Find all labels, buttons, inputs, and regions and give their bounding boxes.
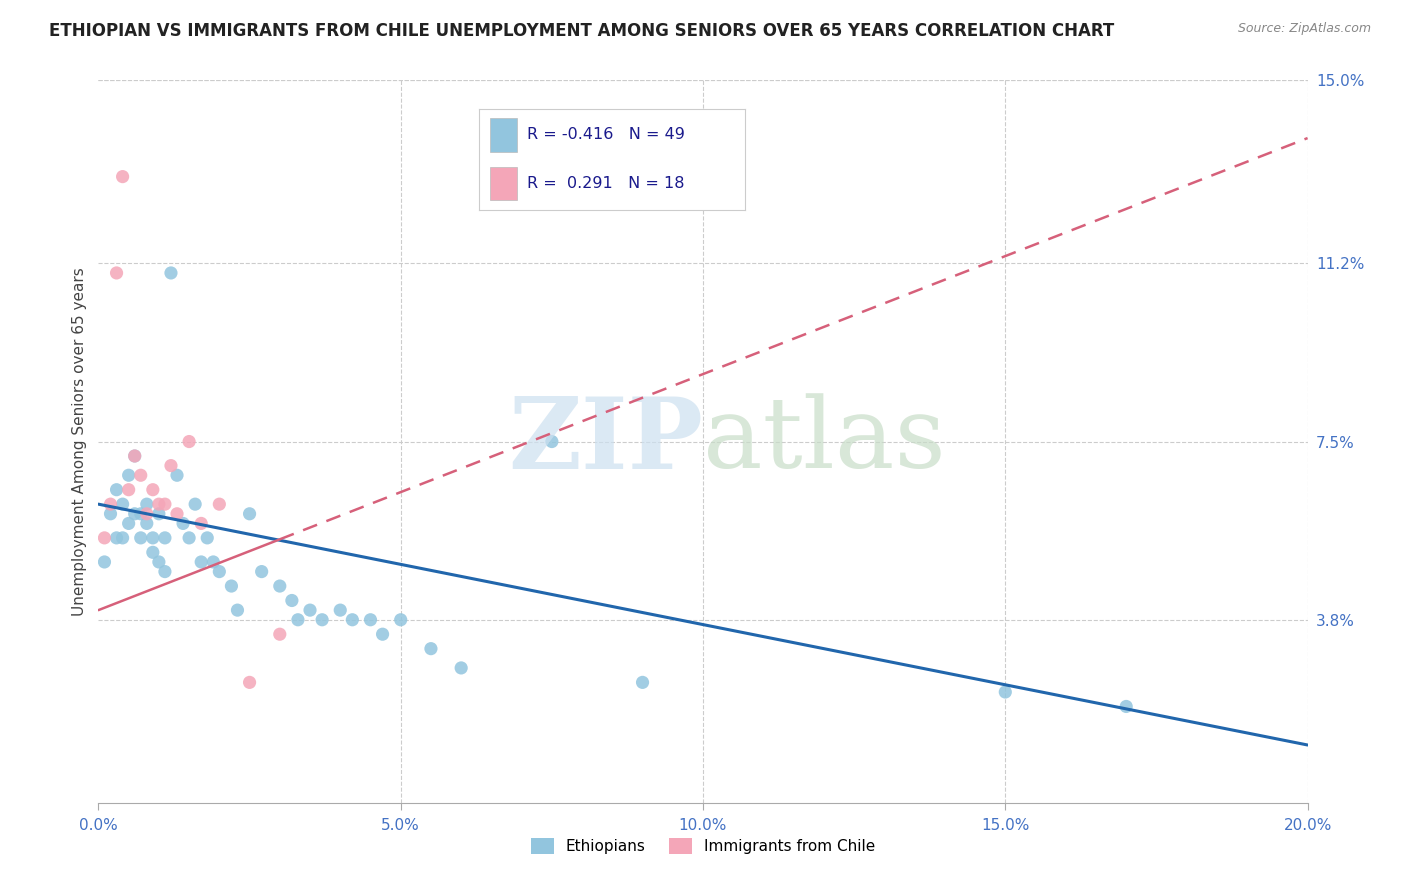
Point: [100, 497, 122, 511]
Point: [269, 627, 291, 641]
Point: [166, 468, 188, 483]
Point: [371, 627, 394, 641]
Point: [208, 565, 231, 579]
Point: [111, 497, 134, 511]
Point: [281, 593, 304, 607]
Point: [124, 449, 146, 463]
Point: [160, 266, 183, 280]
Point: [420, 641, 443, 656]
Point: [195, 531, 218, 545]
Point: [142, 545, 165, 559]
Point: [389, 613, 412, 627]
Point: [111, 531, 134, 545]
Text: ETHIOPIAN VS IMMIGRANTS FROM CHILE UNEMPLOYMENT AMONG SENIORS OVER 65 YEARS CORR: ETHIOPIAN VS IMMIGRANTS FROM CHILE UNEMP…: [49, 22, 1115, 40]
Point: [342, 613, 364, 627]
Point: [135, 507, 157, 521]
Point: [184, 497, 207, 511]
Point: [153, 531, 176, 545]
Point: [287, 613, 309, 627]
Point: [142, 483, 165, 497]
Text: Source: ZipAtlas.com: Source: ZipAtlas.com: [1237, 22, 1371, 36]
Point: [994, 685, 1017, 699]
Point: [129, 507, 152, 521]
Point: [540, 434, 562, 449]
Point: [190, 516, 212, 531]
Point: [179, 531, 201, 545]
Text: ZIP: ZIP: [508, 393, 703, 490]
Point: [100, 507, 122, 521]
Point: [166, 507, 188, 521]
Point: [118, 483, 141, 497]
Point: [450, 661, 472, 675]
Point: [129, 531, 152, 545]
Point: [135, 497, 157, 511]
Point: [360, 613, 382, 627]
Point: [93, 531, 115, 545]
Point: [153, 497, 176, 511]
Point: [105, 266, 128, 280]
Point: [129, 468, 152, 483]
Point: [111, 169, 134, 184]
Point: [208, 497, 231, 511]
Point: [148, 497, 170, 511]
Point: [105, 531, 128, 545]
Point: [148, 507, 170, 521]
Point: [221, 579, 243, 593]
Point: [153, 565, 176, 579]
Point: [148, 555, 170, 569]
Text: atlas: atlas: [703, 393, 946, 490]
Point: [172, 516, 194, 531]
Point: [142, 531, 165, 545]
Point: [118, 468, 141, 483]
Point: [269, 579, 291, 593]
Point: [124, 507, 146, 521]
Point: [299, 603, 322, 617]
Legend: Ethiopians, Immigrants from Chile: Ethiopians, Immigrants from Chile: [524, 832, 882, 860]
Point: [118, 516, 141, 531]
Point: [190, 555, 212, 569]
Point: [329, 603, 352, 617]
Point: [160, 458, 183, 473]
Point: [631, 675, 654, 690]
Point: [239, 507, 262, 521]
Y-axis label: Unemployment Among Seniors over 65 years: Unemployment Among Seniors over 65 years: [72, 268, 87, 615]
Point: [93, 555, 115, 569]
Point: [1115, 699, 1137, 714]
Point: [135, 516, 157, 531]
Point: [179, 434, 201, 449]
Point: [311, 613, 333, 627]
Point: [105, 483, 128, 497]
Point: [202, 555, 225, 569]
Point: [250, 565, 273, 579]
Point: [239, 675, 262, 690]
Point: [226, 603, 249, 617]
Point: [124, 449, 146, 463]
